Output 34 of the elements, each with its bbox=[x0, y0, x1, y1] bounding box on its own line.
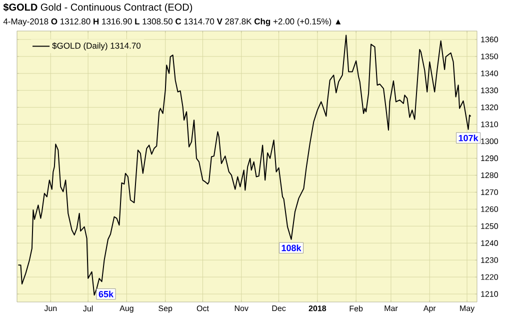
y-tick-label: 1340 bbox=[481, 70, 498, 76]
x-tick-label: 2018 bbox=[308, 306, 326, 312]
annotation: 107k bbox=[458, 134, 478, 142]
x-tick-label: Oct bbox=[196, 306, 209, 312]
x-tick-label: Apr bbox=[423, 306, 436, 313]
x-tick-label: May bbox=[460, 306, 475, 313]
y-tick-label: 1260 bbox=[481, 206, 498, 212]
y-tick-label: 1250 bbox=[481, 223, 498, 229]
y-tick-label: 1230 bbox=[481, 257, 498, 263]
y-tick-label: 1310 bbox=[481, 121, 498, 128]
y-tick-label: 1320 bbox=[481, 104, 498, 110]
x-tick-label: Feb bbox=[350, 306, 363, 312]
x-tick-label: Jun bbox=[44, 306, 57, 312]
y-tick-label: 1210 bbox=[481, 291, 498, 297]
x-tick-label: Mar bbox=[384, 306, 398, 312]
y-tick-label: 1300 bbox=[481, 138, 498, 144]
x-tick-label: Nov bbox=[234, 306, 248, 312]
y-tick-label: 1290 bbox=[481, 155, 498, 162]
x-tick-label: Sep bbox=[158, 306, 172, 313]
text: 4-May-2018 O 1312.80 H 1316.90 L 1308.50 C 1314.70 V 287.8K Chg +2.00 (+0.15%) ▲ bbox=[3, 18, 341, 26]
y-tick-label: 1280 bbox=[481, 172, 498, 178]
legend-label: $GOLD (Daily) 1314.70 bbox=[52, 42, 141, 50]
y-tick-label: 1240 bbox=[481, 240, 498, 246]
annotation: 65k bbox=[98, 290, 114, 298]
y-tick-label: 1220 bbox=[481, 274, 498, 280]
x-tick-label: Aug bbox=[120, 306, 134, 313]
annotation: 108k bbox=[282, 244, 302, 252]
y-tick-label: 1270 bbox=[481, 189, 498, 196]
y-tick-label: 1360 bbox=[481, 36, 498, 42]
x-tick-label: Jul bbox=[83, 306, 93, 312]
y-tick-label: 1350 bbox=[481, 54, 498, 60]
y-tick-label: 1330 bbox=[481, 88, 498, 94]
x-tick-label: Dec bbox=[272, 306, 286, 312]
chart-title: $GOLD Gold - Continuous Contract (EOD) bbox=[3, 3, 192, 13]
